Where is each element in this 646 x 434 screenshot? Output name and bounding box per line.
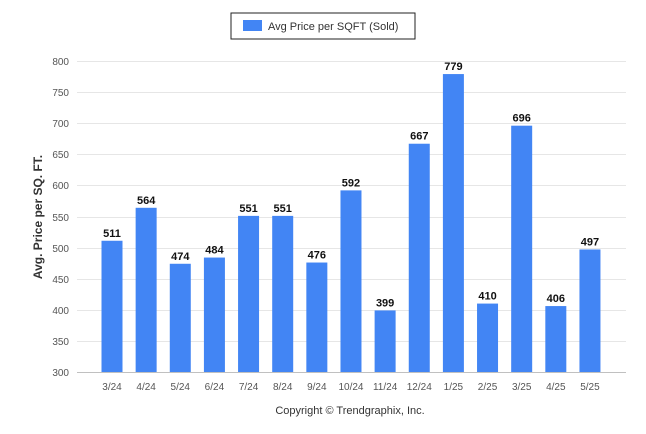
bar [272,215,294,372]
bar [442,74,464,372]
y-axis-ticks: 300 350 400 450 500 550 600 650 700 750 800 [52,57,69,379]
x-tick-label: 10/24 [338,382,363,393]
data-label: 406 [547,293,565,305]
bar [408,143,430,372]
y-tick-label: 450 [52,275,69,286]
x-tick-label: 5/25 [580,382,600,393]
y-axis-label: Avg. Price per SQ. FT. [31,155,45,279]
x-tick-label: 4/25 [546,382,566,393]
bar [545,306,567,372]
y-tick-label: 700 [52,119,69,130]
data-label: 399 [376,297,394,309]
x-tick-label: 3/24 [102,382,122,393]
x-tick-label: 11/24 [373,382,398,393]
bar [203,257,225,372]
data-label: 497 [581,236,599,248]
data-label: 564 [137,195,156,207]
x-tick-label: 7/24 [239,382,259,393]
data-label: 476 [308,250,326,262]
legend-label: Avg Price per SQFT (Sold) [268,21,398,33]
gridlines [77,61,626,342]
x-tick-label: 6/24 [205,382,225,393]
x-tick-label: 5/24 [171,382,191,393]
data-label: 474 [171,251,190,263]
y-tick-label: 600 [52,181,69,192]
data-label: 667 [410,131,428,143]
data-label: 551 [239,203,257,215]
bar [477,303,499,372]
x-tick-label: 9/24 [307,382,327,393]
bar [306,262,328,372]
x-tick-label: 2/25 [478,382,498,393]
copyright-credit: Copyright © Trendgraphix, Inc. [275,405,424,417]
y-tick-label: 750 [52,88,69,99]
x-tick-label: 1/25 [444,382,464,393]
legend: Avg Price per SQFT (Sold) [230,12,416,40]
y-tick-label: 650 [52,150,69,161]
data-label: 592 [342,177,360,189]
data-label: 511 [103,228,121,240]
data-labels: 511 564 474 484 551 551 476 592 399 667 779 410 696 4… [103,61,599,309]
x-tick-label: 4/24 [136,382,156,393]
bars [101,74,601,372]
bar [374,310,396,372]
bar [135,207,157,372]
x-tick-label: 8/24 [273,382,293,393]
data-label: 484 [205,245,224,257]
bar [511,125,533,372]
y-tick-label: 550 [52,213,69,224]
bar [238,215,260,372]
data-label: 410 [478,291,496,303]
y-tick-label: 800 [52,57,69,68]
bar [340,190,362,372]
y-tick-label: 400 [52,306,69,317]
bar [579,249,601,372]
y-tick-label: 500 [52,244,69,255]
x-axis-ticks: 3/24 4/24 5/24 6/24 7/24 8/24 9/24 10/24 11/24 12… [102,382,600,393]
data-label: 551 [274,203,292,215]
legend-swatch [243,20,262,31]
y-tick-label: 300 [52,368,69,379]
data-label: 696 [513,113,531,125]
bar [169,263,191,372]
y-tick-label: 350 [52,337,69,348]
data-label: 779 [444,61,462,73]
x-tick-label: 3/25 [512,382,532,393]
x-tick-label: 12/24 [407,382,432,393]
bar [101,240,123,372]
